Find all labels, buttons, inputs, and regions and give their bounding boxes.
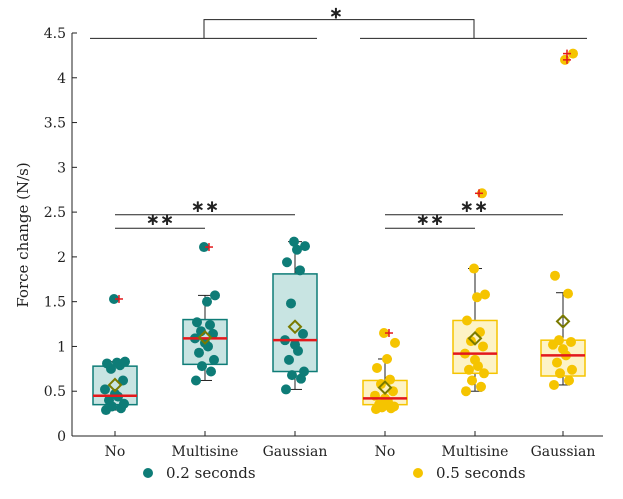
significance-stars: ∗∗: [416, 210, 445, 230]
mean-marker: [287, 319, 303, 335]
data-point: [385, 374, 395, 385]
data-point: [469, 263, 479, 274]
x-tick-label: Multisine: [172, 444, 239, 460]
data-point: [209, 354, 219, 365]
data-point: [478, 341, 488, 352]
group-bracket: [203, 19, 475, 39]
legend-marker: [143, 468, 153, 478]
data-point: [292, 244, 302, 255]
y-tick-label: 3.5: [44, 116, 66, 132]
y-tick-label: 4.5: [44, 26, 66, 42]
data-point: [552, 357, 562, 368]
data-point: [197, 361, 207, 372]
y-tick-label: 3: [57, 160, 66, 176]
mean-marker: [107, 377, 123, 393]
data-point: [470, 354, 480, 365]
significance-stars: ∗∗: [191, 197, 220, 217]
data-point: [109, 293, 119, 304]
data-point: [376, 379, 386, 390]
data-point: [555, 368, 565, 379]
data-point: [295, 265, 305, 276]
data-point: [479, 368, 489, 379]
data-point: [568, 48, 578, 59]
data-point: [100, 384, 110, 395]
x-tick-label: Gaussian: [263, 444, 328, 460]
data-point: [194, 347, 204, 358]
data-point: [382, 353, 392, 364]
y-axis-title: Force change (N/s): [14, 162, 32, 307]
data-point: [480, 289, 490, 300]
data-point: [284, 354, 294, 365]
y-tick-label: 2.5: [44, 205, 66, 221]
data-point: [210, 290, 220, 301]
box: [272, 273, 318, 373]
data-point: [206, 366, 216, 377]
data-point: [202, 296, 212, 307]
data-point: [567, 364, 577, 375]
data-point: [379, 328, 389, 339]
group-significance-star: ∗: [329, 4, 343, 24]
data-point: [564, 375, 574, 386]
data-point: [550, 270, 560, 281]
data-point: [102, 358, 112, 369]
legend-label: 0.5 seconds: [436, 464, 526, 482]
x-tick-label: No: [105, 444, 126, 460]
data-point: [199, 242, 209, 253]
data-point: [118, 375, 128, 386]
significance-stars: ∗∗: [460, 197, 489, 217]
data-point: [472, 292, 482, 303]
data-point: [112, 357, 122, 368]
data-point: [563, 288, 573, 299]
y-tick-label: 0.5: [44, 384, 66, 400]
x-tick-label: Multisine: [442, 444, 509, 460]
data-point: [475, 327, 485, 338]
y-tick-label: 2: [57, 250, 66, 266]
legend-marker: [413, 468, 423, 478]
plot-area: 0 0.5 1 1.5 2 2.5 3 3.5 4 4.5 No Multisine Gaussian N…: [44, 4, 603, 482]
data-point: [554, 335, 564, 346]
data-point: [390, 337, 400, 348]
box: [182, 318, 228, 366]
mean-marker: [197, 330, 213, 345]
data-point: [461, 386, 471, 397]
data-point: [300, 241, 310, 252]
data-point: [388, 386, 398, 397]
data-point: [289, 236, 299, 247]
data-point: [558, 344, 568, 355]
data-point: [374, 399, 384, 410]
mean-marker: [467, 330, 483, 346]
data-point: [462, 315, 472, 326]
mean-marker: [555, 313, 571, 329]
data-point: [205, 319, 215, 330]
data-point: [549, 379, 559, 390]
data-point: [120, 356, 130, 367]
data-point: [467, 375, 477, 386]
data-point: [282, 257, 292, 268]
y-tick-label: 0: [57, 429, 66, 445]
legend-label: 0.2 seconds: [166, 464, 256, 482]
data-point: [119, 398, 129, 409]
data-point: [281, 384, 291, 395]
y-tick-label: 4: [57, 71, 66, 87]
data-point: [287, 370, 297, 381]
data-point: [192, 317, 202, 328]
data-point: [566, 336, 576, 347]
y-tick-label: 1.5: [44, 295, 66, 311]
x-tick-label: Gaussian: [531, 444, 596, 460]
y-tick-label: 1: [57, 339, 66, 355]
x-tick-label: No: [375, 444, 396, 460]
significance-stars: ∗∗: [146, 210, 175, 230]
data-point: [191, 375, 201, 386]
data-point: [464, 364, 474, 375]
data-point: [372, 362, 382, 373]
data-point: [476, 381, 486, 392]
data-point: [290, 339, 300, 350]
mean-marker: [377, 380, 393, 396]
data-point: [299, 366, 309, 377]
data-point: [286, 298, 296, 309]
data-point: [104, 395, 114, 406]
data-point: [298, 328, 308, 339]
